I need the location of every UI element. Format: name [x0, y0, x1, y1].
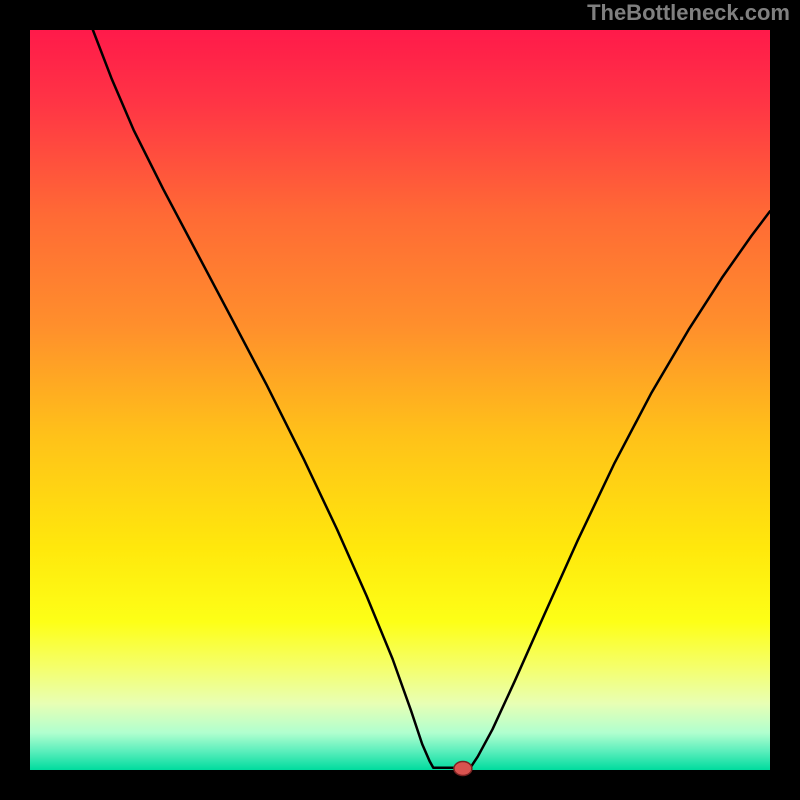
minimum-marker: [454, 762, 472, 776]
chart-plot-area: [30, 30, 770, 770]
watermark-text: TheBottleneck.com: [587, 0, 790, 26]
bottleneck-chart: [0, 0, 800, 800]
